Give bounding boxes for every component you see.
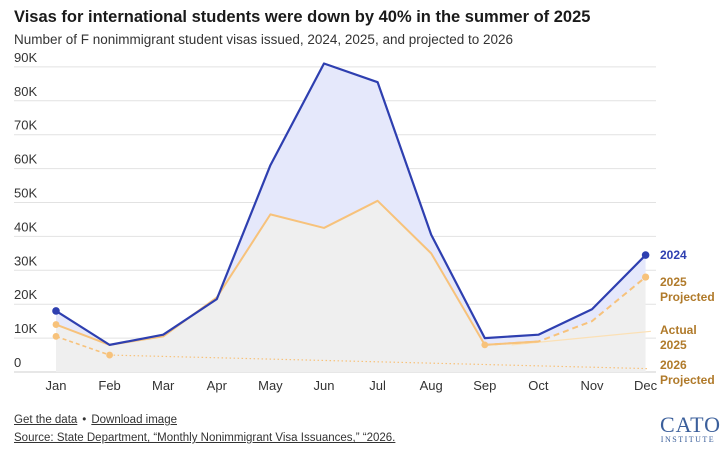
- x-tick-label: Jan: [46, 378, 67, 393]
- y-tick-label: 20K: [14, 287, 37, 302]
- y-tick-label: 40K: [14, 219, 37, 234]
- end-label: 2026: [660, 358, 687, 372]
- point-2025-projected-dec: [642, 273, 650, 281]
- areas: [56, 63, 646, 372]
- logo-line1: CATO: [660, 412, 722, 437]
- cato-logo: CATO INSTITUTE: [660, 412, 722, 444]
- line-2026-projected: [109, 354, 648, 370]
- point-2026-jan: [52, 333, 60, 340]
- footer-bullet: •: [82, 414, 87, 426]
- get-data-link[interactable]: Get the data: [14, 414, 78, 426]
- y-tick-label: 0: [14, 355, 21, 370]
- point-2024-jan: [52, 307, 60, 315]
- area-2024-gap: [56, 63, 646, 345]
- y-tick-label: 10K: [14, 321, 37, 336]
- y-axis-ticks: 90K 80K 70K 60K 50K 40K 30K 20K 10K 0: [14, 50, 37, 370]
- x-axis-ticks: Jan Feb Mar Apr May Jun Jul Aug Sep Oct Nov Dec: [46, 378, 658, 393]
- source-link[interactable]: Source: State Department, “Monthly Nonim…: [14, 432, 396, 444]
- y-tick-label: 90K: [14, 50, 37, 65]
- y-tick-label: 50K: [14, 186, 37, 201]
- series-points: [52, 251, 650, 359]
- x-tick-label: Jun: [314, 378, 335, 393]
- point-2026-feb: [106, 351, 113, 359]
- x-tick-label: May: [258, 378, 283, 393]
- x-tick-label: Apr: [207, 378, 228, 393]
- y-tick-label: 30K: [14, 253, 37, 268]
- point-2025-jan: [52, 321, 60, 328]
- line-2026-projected-start: [55, 335, 110, 356]
- point-2024-dec: [641, 251, 650, 259]
- chart-subtitle: Number of F nonimmigrant student visas i…: [14, 32, 514, 47]
- x-tick-label: Oct: [528, 378, 549, 393]
- y-tick-label: 80K: [14, 84, 37, 99]
- x-tick-label: Jul: [369, 378, 386, 393]
- end-label: Actual: [660, 323, 697, 337]
- x-tick-label: Mar: [152, 378, 175, 393]
- area-2025: [56, 200, 646, 372]
- x-tick-label: Nov: [580, 378, 604, 393]
- y-tick-label: 60K: [14, 152, 37, 167]
- footer-links: Get the data • Download image: [14, 414, 177, 426]
- x-tick-label: Dec: [634, 378, 658, 393]
- download-image-link[interactable]: Download image: [91, 414, 177, 426]
- logo-line2: INSTITUTE: [660, 435, 716, 444]
- end-label: Projected: [660, 290, 715, 304]
- y-tick-label: 70K: [14, 118, 37, 133]
- end-label: 2025: [660, 338, 687, 352]
- point-2025-sep: [481, 341, 489, 349]
- line-2024: [55, 62, 647, 346]
- x-tick-label: Feb: [98, 378, 120, 393]
- x-tick-label: Aug: [420, 378, 443, 393]
- source-note: Source: State Department, “Monthly Nonim…: [14, 432, 395, 444]
- end-label: 2025: [660, 275, 687, 289]
- end-label: 2024: [660, 248, 687, 262]
- series-lines: [55, 62, 652, 370]
- line-2025-projected: [484, 276, 647, 346]
- line-chart: 90K 80K 70K 60K 50K 40K 30K 20K 10K 0 Jan Feb Mar Ap…: [14, 50, 715, 393]
- end-label: Projected: [660, 373, 715, 387]
- x-tick-label: Sep: [473, 378, 496, 393]
- chart-title: Visas for international students were do…: [14, 8, 591, 26]
